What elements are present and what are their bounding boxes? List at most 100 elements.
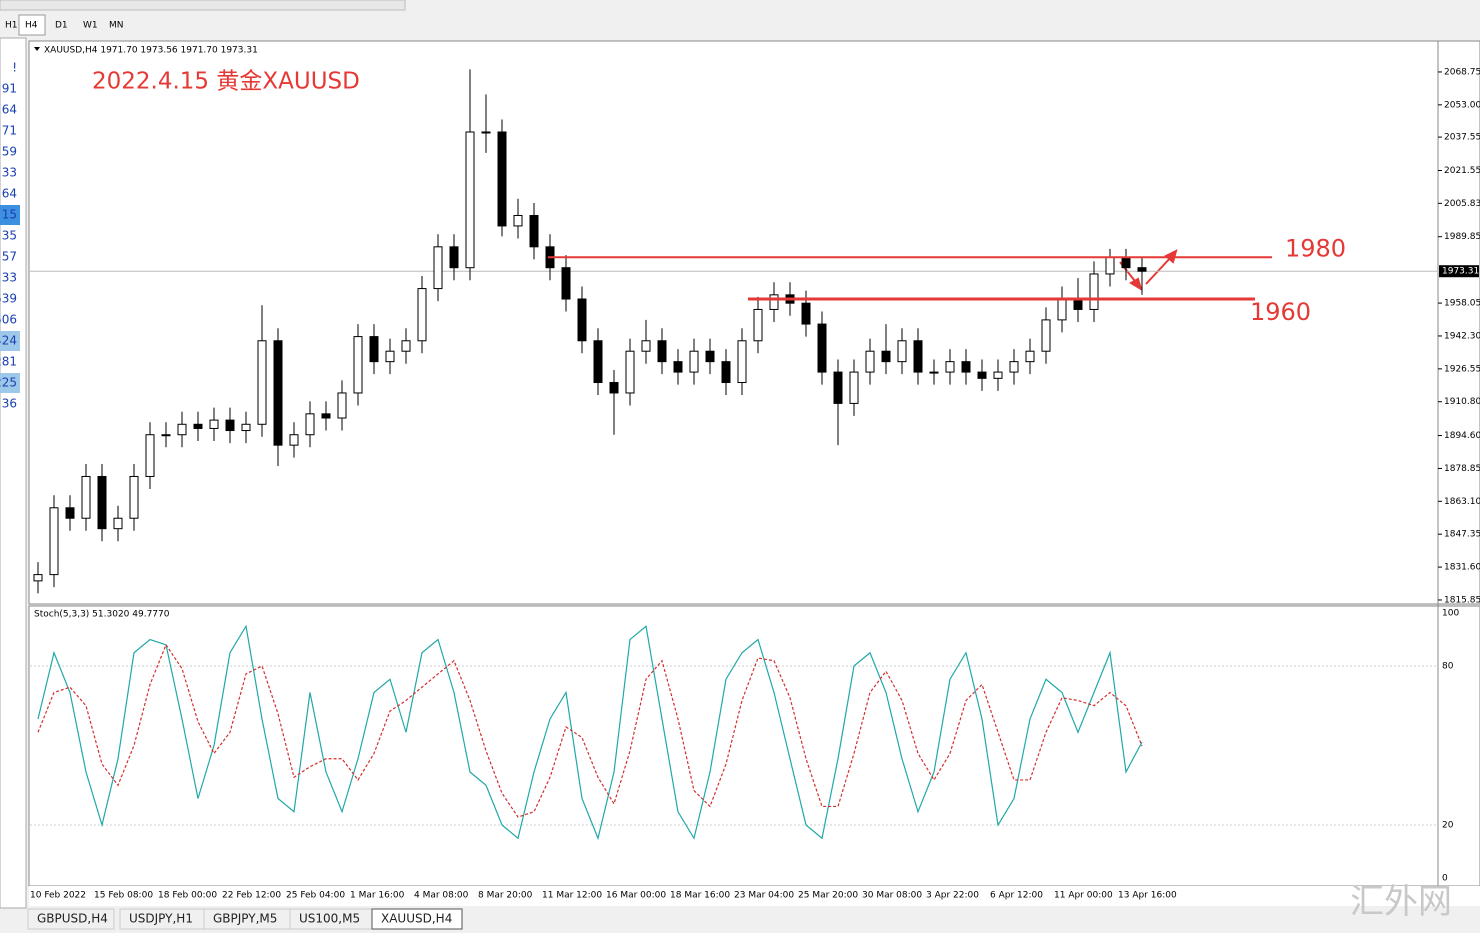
candle-body: [289, 434, 299, 446]
candle-body: [49, 507, 59, 576]
stoch-line: [37, 624, 1143, 841]
candle-body: [369, 336, 379, 363]
x-tick-label: 13 Apr 16:00: [1118, 891, 1177, 901]
chart-title: 2022.4.15 黄金XAUUSD: [92, 69, 360, 95]
time-axis: [29, 886, 1480, 906]
candle-body: [273, 340, 283, 446]
level-label: 1960: [1250, 298, 1311, 326]
level-label: 1980: [1285, 234, 1346, 262]
left-panel: [0, 37, 27, 909]
candle-body: [81, 475, 91, 519]
y-tick-label: 2005.83: [1444, 199, 1480, 209]
stoch-line: [37, 643, 1143, 818]
candle-body: [1121, 256, 1131, 269]
candle-body: [305, 413, 315, 436]
x-tick-label: 23 Mar 04:00: [734, 891, 794, 901]
header-arrow: [34, 47, 40, 51]
candle-body: [97, 475, 107, 530]
y-tick-label: 2068.75: [1444, 67, 1480, 77]
candle-body: [465, 131, 475, 269]
left-panel-item: 57: [2, 250, 17, 264]
toolbar: [0, 0, 406, 11]
candle-body: [593, 340, 603, 384]
candle-body: [449, 246, 459, 269]
y-tick-label: 20: [1442, 821, 1454, 831]
candle-body: [865, 350, 875, 373]
candle-body: [161, 434, 171, 437]
timeframe-button[interactable]: D1: [55, 21, 68, 31]
candle-body: [625, 350, 635, 394]
candle-body: [673, 361, 683, 373]
watermark: 汇外网: [1350, 882, 1452, 922]
candle-body: [1073, 298, 1083, 310]
candle-body: [65, 507, 75, 519]
left-panel-item: 33: [2, 271, 17, 285]
candle-body: [225, 419, 235, 432]
tab-label[interactable]: GBPUSD,H4: [37, 912, 108, 926]
left-panel-item: 64: [2, 103, 17, 117]
tab-label[interactable]: XAUUSD,H4: [381, 912, 452, 926]
candle-body: [1105, 256, 1115, 275]
timeframe-button[interactable]: H4: [25, 21, 38, 31]
y-tick-label: 1831.60: [1444, 563, 1480, 573]
y-tick-label: 100: [1442, 609, 1459, 619]
x-tick-label: 3 Apr 22:00: [926, 891, 979, 901]
candle-body: [929, 371, 939, 374]
left-highlight: [0, 205, 20, 225]
candle-body: [321, 413, 331, 419]
tab[interactable]: [27, 908, 115, 930]
timeframe-button[interactable]: H1: [5, 21, 18, 31]
left-panel-item: 281: [0, 355, 17, 369]
x-tick-label: 18 Mar 16:00: [670, 891, 730, 901]
candle-body: [33, 574, 43, 582]
timeframe-button[interactable]: MN: [109, 21, 124, 31]
y-tick-label: 1847.35: [1444, 530, 1480, 540]
candle-body: [881, 350, 891, 363]
left-panel-item: 35: [2, 229, 17, 243]
candle-body: [817, 323, 827, 373]
x-tick-label: 10 Feb 2022: [30, 891, 86, 901]
timeframe-bar: [0, 12, 1480, 38]
x-tick-label: 6 Apr 12:00: [990, 891, 1043, 901]
x-tick-label: 15 Feb 08:00: [94, 891, 153, 901]
x-tick-label: 25 Feb 04:00: [286, 891, 345, 901]
timeframe-button[interactable]: W1: [83, 21, 98, 31]
chart-header: XAUUSD,H4 1971.70 1973.56 1971.70 1973.3…: [44, 46, 258, 56]
candle-body: [1025, 350, 1035, 363]
candle-body: [689, 350, 699, 373]
candle-body: [641, 340, 651, 352]
x-tick-label: 22 Feb 12:00: [222, 891, 281, 901]
y-tick-label: 1989.85: [1444, 232, 1480, 242]
tab-label[interactable]: USDJPY,H1: [129, 912, 193, 926]
tab[interactable]: [371, 908, 463, 930]
candle-body: [433, 246, 443, 290]
y-tick-label: 1894.60: [1444, 431, 1480, 441]
candle-body: [897, 340, 907, 363]
candle-body: [513, 214, 523, 227]
x-tick-label: 4 Mar 08:00: [414, 891, 469, 901]
candle-body: [145, 434, 155, 477]
x-tick-label: 8 Mar 20:00: [478, 891, 533, 901]
x-tick-label: 11 Mar 12:00: [542, 891, 602, 901]
candle-body: [257, 340, 267, 425]
candle-body: [801, 302, 811, 325]
y-tick-label: 1942.30: [1444, 331, 1480, 341]
candle-body: [705, 350, 715, 363]
candle-body: [529, 214, 539, 248]
current-price-tag: [1439, 265, 1479, 278]
candle-body: [961, 361, 971, 373]
candle-body: [977, 371, 987, 379]
tab-label[interactable]: US100,M5: [299, 912, 360, 926]
candle-body: [417, 288, 427, 342]
y-tick-label: 2037.55: [1444, 133, 1480, 143]
y-tick-label: 1910.80: [1444, 397, 1480, 407]
candle-body: [1041, 319, 1051, 352]
candle-body: [481, 131, 491, 134]
left-highlight: [0, 373, 20, 393]
left-panel-item: 15: [2, 208, 17, 222]
left-panel-item: 64: [2, 187, 17, 201]
tab-label[interactable]: GBPJPY,M5: [213, 912, 277, 926]
candle-body: [1089, 273, 1099, 310]
left-highlight: [0, 331, 20, 351]
